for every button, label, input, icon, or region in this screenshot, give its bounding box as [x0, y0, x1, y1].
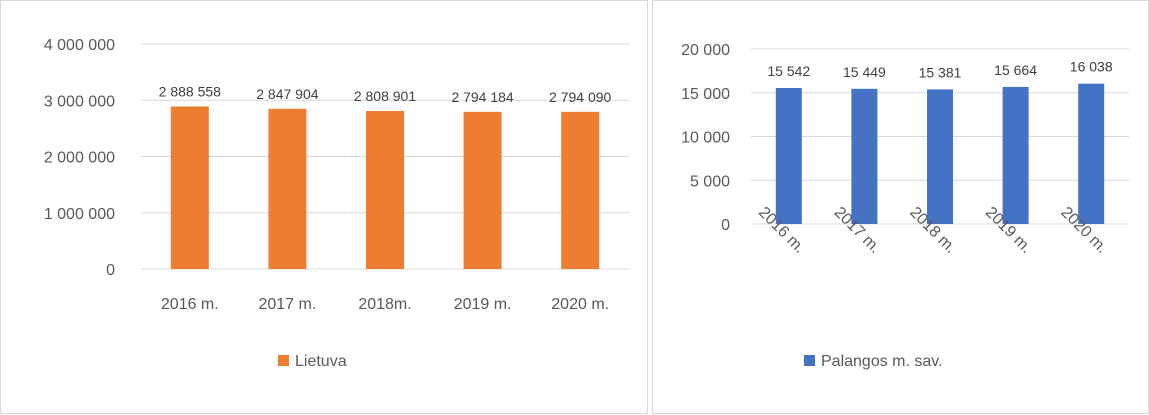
x-tick-label: 2020 m. [551, 296, 609, 313]
y-tick-label: 0 [721, 217, 730, 234]
bar [170, 106, 209, 269]
data-label: 2 794 090 [549, 89, 611, 105]
bar [1002, 86, 1029, 224]
bar [927, 89, 953, 224]
y-tick-label: 20 000 [681, 42, 730, 59]
bar [561, 111, 600, 270]
data-label: 15 542 [767, 63, 810, 79]
y-tick-label: 4 000 000 [44, 37, 115, 54]
data-label: 2 794 184 [451, 89, 513, 105]
data-label: 2 888 558 [159, 84, 221, 100]
chart-lietuva: 0 1 000 000 2 000 000 3 000 000 4 000 000 2 8… [0, 0, 648, 414]
legend-swatch [278, 355, 289, 366]
y-tick-label: 10 000 [681, 130, 730, 147]
bar [1078, 83, 1105, 224]
legend-label: Lietuva [295, 353, 347, 370]
bar [775, 88, 802, 224]
data-label: 2 847 904 [256, 86, 318, 102]
y-tick-label: 3 000 000 [44, 93, 115, 110]
y-tick-label: 15 000 [681, 86, 730, 103]
data-label: 15 381 [919, 64, 962, 80]
data-label: 16 038 [1070, 59, 1113, 75]
y-tick-label: 2 000 000 [44, 150, 115, 167]
x-tick-label: 2018m. [358, 296, 411, 313]
bar [366, 110, 404, 269]
legend-label: Palangos m. sav. [821, 353, 943, 370]
data-label: 15 664 [994, 62, 1037, 78]
legend: Lietuva [278, 353, 347, 370]
x-tick-label: 2017 m. [258, 296, 316, 313]
bar [851, 88, 878, 224]
legend: Palangos m. sav. [804, 353, 943, 370]
y-tick-label: 1 000 000 [44, 206, 115, 223]
legend-swatch [804, 355, 815, 366]
bar [463, 111, 502, 269]
data-label: 15 449 [843, 64, 886, 80]
x-tick-label: 2019 m. [454, 296, 512, 313]
chart-lietuva-svg: 0 1 000 000 2 000 000 3 000 000 4 000 000 2 8… [44, 37, 629, 370]
x-tick-label: 2016 m. [161, 296, 219, 313]
data-label: 2 808 901 [354, 88, 416, 104]
y-tick-label: 5 000 [690, 173, 730, 190]
y-tick-label: 0 [106, 262, 115, 279]
bar [268, 108, 307, 270]
